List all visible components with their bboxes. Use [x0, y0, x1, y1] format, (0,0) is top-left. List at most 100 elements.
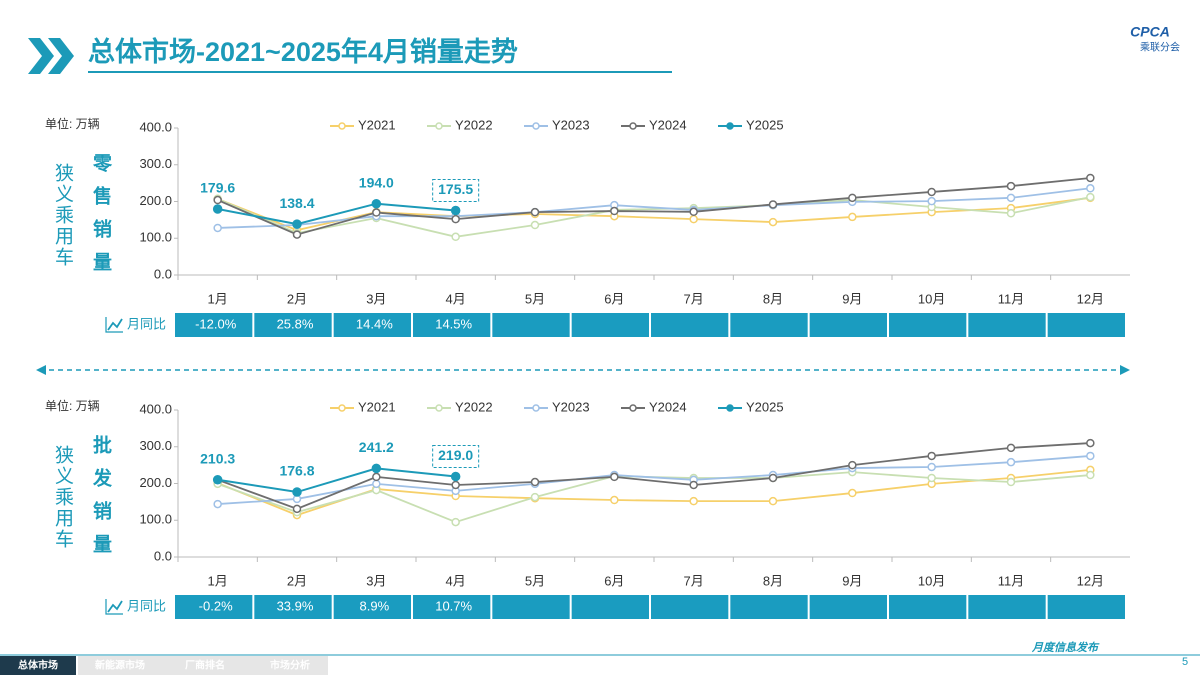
footer-tab[interactable]: 新能源市场	[95, 659, 145, 672]
chart-title: 批发销量	[90, 435, 113, 567]
yoy-cell	[889, 595, 967, 619]
x-tick-label: 12月	[1077, 573, 1104, 588]
legend-marker	[726, 404, 734, 412]
yoy-value: 10.7%	[435, 598, 472, 613]
x-tick-label: 11月	[998, 291, 1025, 306]
yoy-cell	[571, 595, 649, 619]
label-box	[432, 445, 480, 469]
separator-arrow	[1120, 365, 1130, 375]
footer-tab[interactable]: 厂商排名	[185, 659, 225, 672]
point	[292, 487, 302, 497]
yoy-cell	[254, 313, 332, 337]
point	[610, 206, 619, 216]
x-tick-label: 8月	[763, 573, 783, 588]
legend-marker	[435, 122, 443, 130]
x-tick-label: 1月	[208, 291, 228, 306]
point	[372, 479, 381, 489]
yoy-cell	[730, 313, 808, 337]
series-line	[217, 455, 1091, 505]
yoy-icon	[107, 600, 123, 613]
point	[450, 205, 461, 216]
logo-text: CPCA	[1130, 24, 1170, 40]
x-tick-label: 11月	[998, 573, 1025, 588]
yoy-value: 14.4%	[356, 316, 393, 331]
yoy-cell	[413, 313, 491, 337]
point	[1086, 173, 1095, 183]
legend-label: Y2023	[552, 117, 590, 132]
legend-label: Y2023	[552, 399, 590, 414]
yoy-cell	[413, 595, 491, 619]
point	[1006, 181, 1016, 191]
footer-tab[interactable]: 总体市场	[18, 659, 58, 672]
series-line	[217, 442, 1091, 510]
legend-label: Y2021	[358, 399, 396, 414]
legend-marker	[338, 404, 346, 412]
point	[371, 198, 382, 209]
yoy-cell	[571, 313, 649, 337]
legend-marker	[435, 404, 443, 412]
point	[768, 200, 778, 209]
point	[530, 477, 540, 487]
series-line	[217, 202, 456, 226]
yoy-cell	[1047, 313, 1125, 337]
footer-tab[interactable]: 市场分析	[270, 659, 310, 672]
yoy-label: 月同比	[127, 316, 166, 331]
yoy-value: -0.2%	[199, 598, 233, 613]
yoy-cell	[333, 595, 411, 619]
yoy-icon-axis	[105, 317, 123, 333]
label-box	[432, 179, 480, 203]
value-label: 210.3	[200, 450, 235, 466]
yoy-cell	[492, 313, 570, 337]
point	[610, 472, 619, 482]
point	[1086, 192, 1095, 202]
x-tick-label: 5月	[525, 573, 545, 588]
yoy-cell	[333, 313, 411, 337]
x-tick-label: 7月	[684, 573, 704, 588]
x-tick-label: 1月	[208, 573, 228, 588]
yoy-cell	[175, 595, 253, 619]
y-tick-label: 200.0	[139, 475, 172, 490]
series-line	[217, 467, 456, 494]
point	[689, 480, 698, 490]
page-number: 5	[1182, 656, 1188, 668]
value-label: 138.4	[279, 195, 314, 211]
yoy-value: 25.8%	[277, 316, 314, 331]
y-tick-label: 400.0	[139, 401, 172, 416]
point	[213, 499, 222, 509]
x-tick-label: 5月	[525, 291, 545, 306]
yoy-label: 月同比	[127, 598, 166, 613]
x-tick-label: 9月	[842, 573, 862, 588]
value-label: 241.2	[359, 439, 394, 455]
x-tick-label: 7月	[684, 291, 704, 306]
point	[530, 220, 540, 230]
side-label: 狭义乘用车	[52, 163, 74, 268]
value-label: 175.5	[438, 181, 473, 197]
x-tick-label: 6月	[604, 573, 624, 588]
yoy-cell	[889, 313, 967, 337]
legend-label: Y2022	[455, 399, 493, 414]
yoy-cell	[651, 595, 729, 619]
yoy-cell	[809, 313, 887, 337]
yoy-value: 33.9%	[277, 598, 314, 613]
yoy-value: -12.0%	[195, 316, 237, 331]
legend-marker	[629, 404, 637, 412]
series-line	[217, 196, 1091, 238]
point	[451, 232, 460, 242]
point	[848, 488, 857, 498]
y-tick-label: 300.0	[139, 156, 172, 171]
point	[372, 472, 381, 482]
point	[927, 473, 936, 483]
x-tick-label: 4月	[446, 573, 466, 588]
x-tick-label: 10月	[918, 291, 945, 306]
y-tick-label: 100.0	[139, 512, 172, 527]
point	[927, 462, 936, 472]
page-title: 总体市场-2021~2025年4月销量走势	[88, 36, 518, 67]
point	[292, 219, 302, 229]
x-tick-label: 10月	[918, 573, 945, 588]
legend-label: Y2024	[649, 117, 687, 132]
point	[1006, 443, 1016, 453]
point	[848, 193, 857, 203]
value-label: 176.8	[279, 463, 314, 479]
x-tick-label: 2月	[287, 291, 307, 306]
